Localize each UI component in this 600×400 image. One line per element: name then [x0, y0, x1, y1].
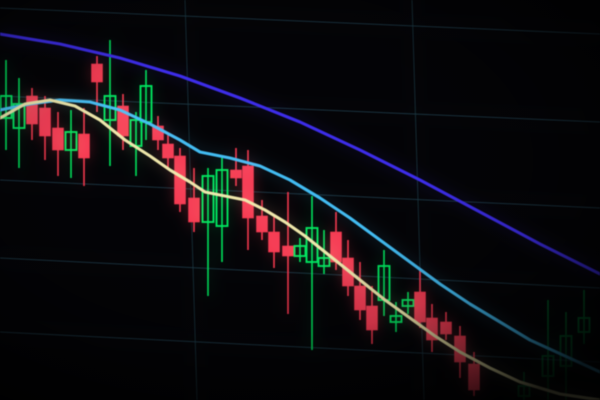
candlestick[interactable]: [12, 78, 26, 168]
moving-average-series: [0, 32, 600, 400]
candlestick[interactable]: [26, 88, 38, 140]
candle-body: [468, 363, 480, 391]
candlestick[interactable]: [39, 96, 51, 160]
candlestick[interactable]: [401, 292, 415, 314]
candle-body: [52, 127, 64, 151]
candlestick[interactable]: [64, 110, 78, 178]
candlestick[interactable]: [201, 168, 215, 296]
gridline-horizontal: [0, 95, 600, 123]
candle-body: [230, 169, 242, 179]
gridline-horizontal: [0, 7, 600, 35]
candlestick[interactable]: [414, 268, 426, 328]
candlestick[interactable]: [426, 304, 438, 352]
ma-line: [0, 98, 600, 374]
candlestick[interactable]: [215, 156, 229, 262]
gridline-horizontal: [0, 257, 600, 289]
candlestick[interactable]: [152, 116, 164, 150]
candlestick[interactable]: [268, 214, 280, 268]
candle-body: [440, 321, 452, 335]
candlestick[interactable]: [230, 148, 242, 186]
candlestick[interactable]: [78, 108, 90, 186]
candlestick[interactable]: [517, 372, 531, 400]
candle-body: [242, 165, 254, 219]
candle-body: [366, 305, 378, 331]
candle-body: [91, 63, 103, 83]
candle-body: [268, 231, 280, 253]
candlestick[interactable]: [440, 312, 452, 340]
candlestick[interactable]: [52, 112, 64, 176]
candle-body: [414, 291, 426, 323]
candlestick[interactable]: [162, 134, 174, 168]
candle-body: [39, 107, 51, 137]
candle-body: [188, 197, 200, 223]
candle-body: [162, 143, 174, 159]
candlestick[interactable]: [577, 290, 591, 344]
gridline-horizontal: [0, 331, 600, 363]
candle-body: [78, 133, 90, 159]
candlestick[interactable]: [103, 40, 117, 166]
candle-body: [256, 215, 268, 233]
candlestick[interactable]: [0, 60, 13, 150]
candlestick[interactable]: [354, 262, 366, 320]
candlestick[interactable]: [282, 192, 294, 314]
candle-body: [354, 285, 366, 311]
candlestick[interactable]: [293, 238, 307, 262]
candle-series[interactable]: [0, 40, 591, 400]
candle-body: [282, 245, 294, 257]
candle-body: [26, 95, 38, 125]
candlestick[interactable]: [366, 286, 378, 344]
candlestick[interactable]: [377, 250, 391, 316]
